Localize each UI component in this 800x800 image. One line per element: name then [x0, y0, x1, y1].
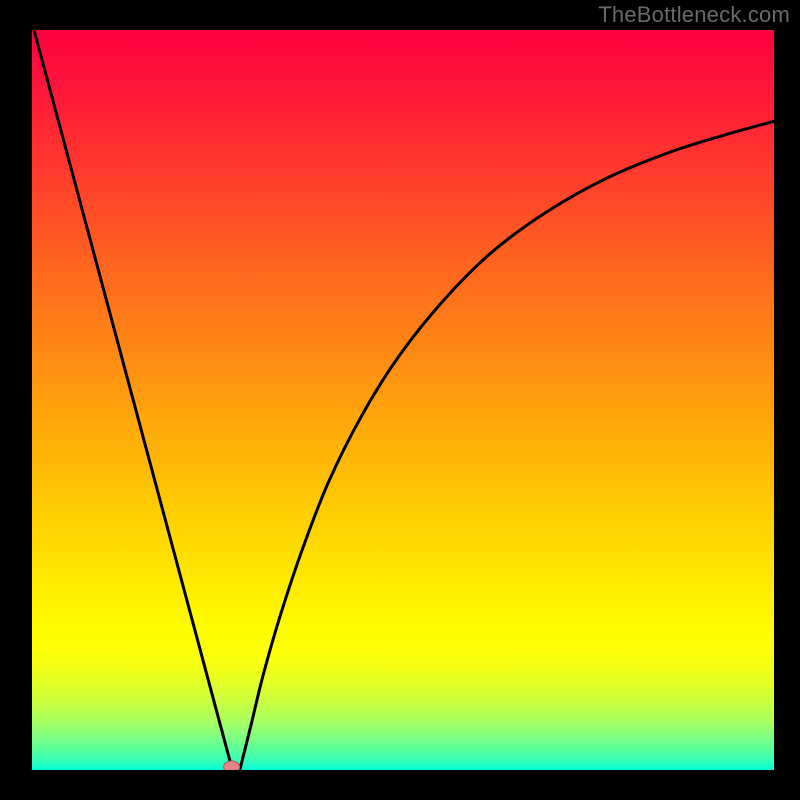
- plot-area: [32, 30, 774, 770]
- watermark-text: TheBottleneck.com: [598, 2, 790, 28]
- plot-background: [32, 30, 774, 770]
- chart-outer-frame: TheBottleneck.com: [0, 0, 800, 800]
- plot-svg: [32, 30, 774, 770]
- minimum-marker: [224, 761, 240, 770]
